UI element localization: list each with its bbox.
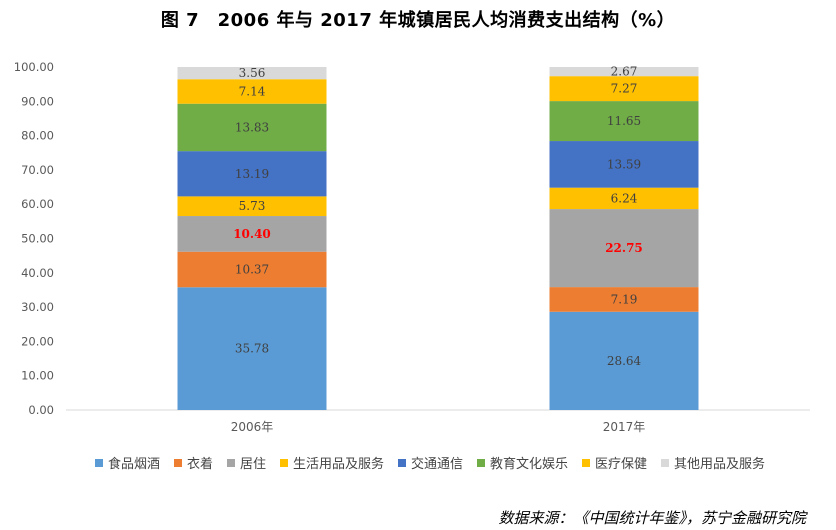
legend-label: 教育文化娱乐 <box>490 457 569 472</box>
bar-segment <box>549 67 699 77</box>
x-tick-label: 2017年 <box>603 420 646 434</box>
bar-segment <box>549 76 699 102</box>
bar-segment <box>549 311 699 410</box>
data-label: 7.14 <box>239 84 266 98</box>
data-source-note: 数据来源：《中国统计年鉴》，苏宁金融研究院 <box>498 509 806 527</box>
data-label: 10.37 <box>235 262 269 276</box>
legend-swatch <box>477 458 486 467</box>
bar-segment <box>549 209 699 288</box>
y-tick-label: 10.00 <box>21 369 54 383</box>
data-label: 22.75 <box>605 241 643 255</box>
legend-label: 衣着 <box>186 457 213 472</box>
legend-label: 交通通信 <box>411 457 464 472</box>
data-label: 13.19 <box>235 167 269 181</box>
legend-swatch <box>226 458 235 467</box>
legend-swatch <box>582 458 591 467</box>
data-label: 10.40 <box>233 227 271 241</box>
data-label: 7.27 <box>611 82 638 96</box>
bar-segment <box>177 287 327 410</box>
legend-swatch <box>398 458 406 467</box>
bar-segment <box>177 216 327 252</box>
y-tick-label: 80.00 <box>21 129 54 143</box>
legend-swatch <box>173 458 182 467</box>
y-tick-label: 90.00 <box>21 94 54 108</box>
data-label: 2.67 <box>611 65 638 79</box>
y-tick-label: 70.00 <box>21 163 54 177</box>
stacked-bar-chart: 0.00 10.00 20.00 30.00 40.00 50.00 60.00 70.00 8… <box>14 60 810 434</box>
data-label: 6.24 <box>611 191 638 205</box>
data-label: 28.64 <box>607 354 642 368</box>
legend-swatch <box>279 458 288 467</box>
y-tick-label: 60.00 <box>21 197 54 211</box>
bar-segment <box>549 141 699 188</box>
legend-label: 生活用品及服务 <box>292 457 384 472</box>
y-tick-label: 20.00 <box>21 334 54 348</box>
data-label: 5.73 <box>239 199 266 213</box>
legend-label: 医疗保健 <box>595 457 648 472</box>
x-tick-label: 2006年 <box>231 420 274 434</box>
chart-title: 图 7 2006 年与 2017 年城镇居民人均消费支出结构（%） <box>160 10 676 31</box>
data-label: 11.65 <box>607 114 641 128</box>
data-label: 7.19 <box>611 292 638 306</box>
legend-item: 教育文化娱乐 <box>477 453 568 472</box>
data-label: 13.59 <box>607 157 641 171</box>
bar-segment <box>177 251 327 288</box>
y-tick-label: 30.00 <box>21 300 54 314</box>
bar-segment <box>177 79 327 104</box>
bar-segment <box>177 196 327 217</box>
data-label: 35.78 <box>235 342 269 356</box>
legend-label: 食品烟酒 <box>107 457 160 472</box>
legend-item: 居住 <box>226 453 266 472</box>
legend-item: 食品烟酒 <box>94 453 160 472</box>
bar-segment <box>549 287 699 312</box>
bar-segment <box>549 101 699 142</box>
legend-item: 衣着 <box>173 453 213 472</box>
bar-segment <box>177 103 327 152</box>
legend-swatch <box>94 458 103 467</box>
bar-segment <box>177 151 327 197</box>
y-tick-label: 50.00 <box>21 232 54 246</box>
y-tick-label: 40.00 <box>21 266 54 280</box>
legend-item: 交通通信 <box>398 453 463 472</box>
y-tick-label: 100.00 <box>14 60 54 74</box>
y-tick-label: 0.00 <box>28 403 54 417</box>
legend-label: 居住 <box>239 457 266 472</box>
data-label: 13.83 <box>235 120 269 134</box>
legend-label: 其他用品及服务 <box>674 457 766 472</box>
legend: 食品烟酒 衣着 居住 生活用品及服务 交通通信 教育文化娱乐 医疗保健 其他用品及服务 <box>60 453 800 472</box>
bar-segment <box>549 187 699 210</box>
legend-item: 其他用品及服务 <box>661 453 765 472</box>
data-label: 3.56 <box>239 66 266 80</box>
legend-item: 医疗保健 <box>582 453 647 472</box>
legend-swatch <box>661 458 670 467</box>
legend-item: 生活用品及服务 <box>279 453 384 472</box>
bar-segment <box>177 67 327 80</box>
